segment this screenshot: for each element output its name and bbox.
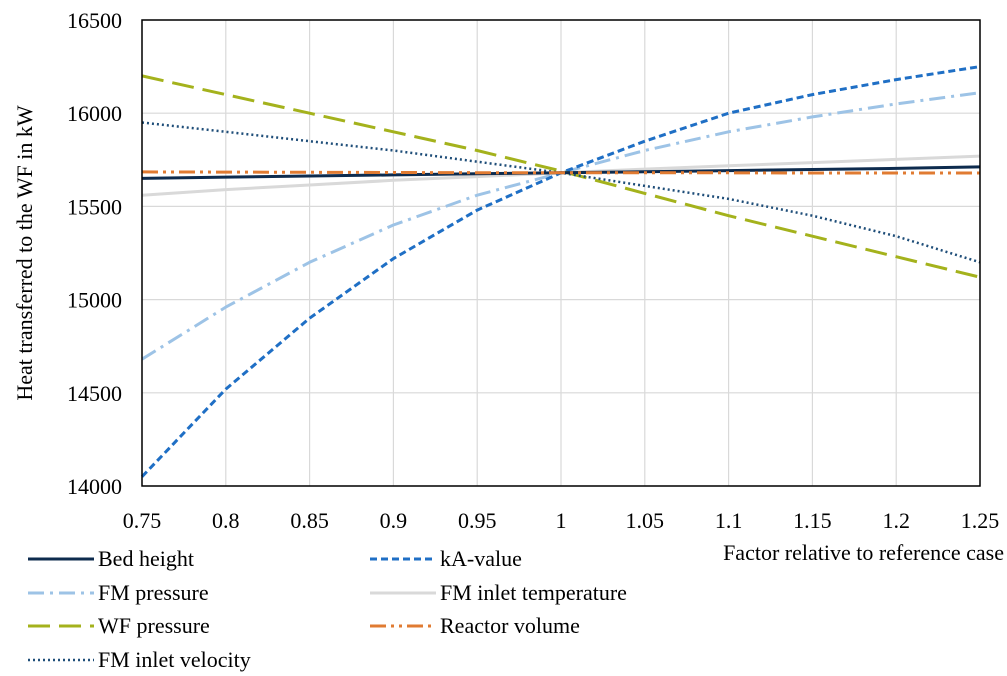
y-tick-label: 15000 — [67, 288, 122, 313]
y-tick-label: 16500 — [67, 8, 122, 33]
x-tick-label: 1 — [556, 508, 567, 533]
grid — [141, 19, 981, 487]
series-layer — [140, 65, 981, 478]
series-line-fm-inlet-velocity — [141, 121, 981, 264]
legend-item: FM inlet velocity — [28, 647, 251, 672]
x-axis-label: Factor relative to reference case — [723, 540, 1004, 565]
x-tick-label: 0.75 — [123, 508, 162, 533]
x-tick-label: 0.9 — [380, 508, 408, 533]
legend-label: FM inlet velocity — [98, 647, 251, 672]
legend-item: FM pressure — [28, 580, 209, 605]
legend-label: WF pressure — [98, 613, 210, 638]
legend-label: FM inlet temperature — [440, 580, 627, 605]
legend-item: FM inlet temperature — [370, 580, 627, 605]
x-tick-label: 1.2 — [882, 508, 910, 533]
plot-area-border — [141, 19, 981, 487]
y-tick-label: 15500 — [67, 194, 122, 219]
legend: Bed height kA-value FM pressure FM inlet te… — [28, 546, 627, 672]
legend-label: Bed height — [98, 546, 194, 571]
series-line-fm-pressure — [141, 91, 981, 361]
series-line-reactor-volume — [141, 170, 980, 175]
y-axis-ticks: 14000 14500 15000 15500 16000 16500 — [67, 8, 122, 499]
x-tick-label: 1.1 — [715, 508, 743, 533]
x-tick-label: 0.8 — [212, 508, 240, 533]
series-line-wf-pressure — [141, 74, 981, 279]
legend-item: Reactor volume — [370, 613, 580, 638]
y-tick-label: 14500 — [67, 381, 122, 406]
y-tick-label: 14000 — [67, 474, 122, 499]
legend-label: FM pressure — [98, 580, 209, 605]
x-axis-ticks: 0.75 0.8 0.85 0.9 0.95 1 1.05 1.1 1.15 1.2 1.25 — [123, 508, 1000, 533]
x-tick-label: 0.85 — [290, 508, 329, 533]
x-tick-label: 1.15 — [793, 508, 832, 533]
x-tick-label: 1.05 — [626, 508, 665, 533]
x-tick-label: 1.25 — [961, 508, 1000, 533]
y-axis-label: Heat transferred to the WF in kW — [12, 105, 37, 401]
y-tick-label: 16000 — [67, 101, 122, 126]
legend-label: kA-value — [440, 546, 522, 571]
legend-item: Bed height — [28, 546, 194, 571]
x-tick-label: 0.95 — [458, 508, 497, 533]
legend-label: Reactor volume — [440, 613, 580, 638]
legend-item: kA-value — [370, 546, 522, 571]
legend-item: WF pressure — [28, 613, 210, 638]
